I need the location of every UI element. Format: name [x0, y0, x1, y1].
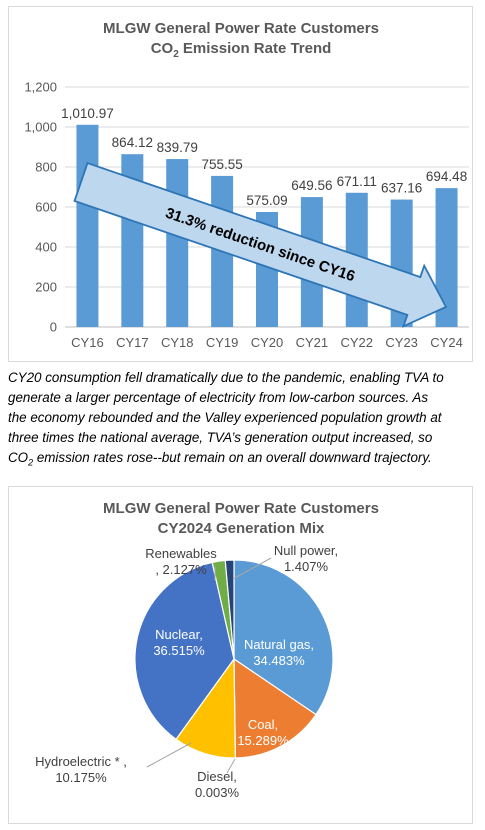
bar-cy24: [435, 188, 458, 327]
pie-slice-natural-gas: [233, 559, 334, 716]
pie-chart-title-line1: MLGW General Power Rate Customers: [103, 500, 379, 517]
title-subscript-2: 2: [173, 49, 179, 60]
x-tick-label: CY18: [161, 335, 194, 350]
note-co: CO: [8, 450, 29, 465]
x-tick-label: CY22: [341, 335, 374, 350]
y-tick-label: 800: [35, 160, 57, 175]
chart-note: CY20 consumption fell dramatically due t…: [8, 368, 480, 473]
pie-label: Nuclear, 36.515%: [153, 627, 205, 658]
bar-chart-svg: MLGW General Power Rate Customers CO2 Em…: [24, 20, 469, 350]
pie-label: Hydroelectric * , 10.175%: [35, 754, 127, 785]
title-rest: Emission Rate Trend: [179, 40, 332, 57]
note-rest: emission rates rose--but remain on an ov…: [33, 450, 432, 465]
pie-slices: [134, 559, 334, 759]
x-tick-label: CY23: [385, 335, 418, 350]
bar-value-label: 649.56: [291, 178, 332, 193]
pie-label: Renewables, 2.127%: [145, 546, 217, 577]
note-line-5: CO2 emission rates rose--but remain on a…: [8, 448, 480, 473]
bar-value-label: 1,010.97: [61, 106, 114, 121]
generation-mix-pie-chart: MLGW General Power Rate Customers CY2024…: [8, 486, 473, 824]
x-tick-label: CY19: [206, 335, 239, 350]
y-tick-label: 0: [50, 320, 57, 335]
bar-value-label: 755.55: [201, 157, 242, 172]
pie-label: Natural gas, 34.483%: [244, 637, 314, 668]
pie-slice-nuclear: [134, 561, 235, 741]
bar-cy16: [76, 124, 99, 327]
pie-slice-coal: [233, 657, 317, 759]
bar-value-label: 839.79: [157, 140, 198, 155]
x-tick-label: CY20: [251, 335, 284, 350]
note-line-2: generate a larger percentage of electric…: [8, 390, 429, 405]
y-tick-label: 1,000: [24, 120, 57, 135]
arrow-shape: [73, 161, 448, 328]
leader-line: [146, 742, 192, 768]
y-tick-label: 400: [35, 240, 57, 255]
pie-chart-svg: MLGW General Power Rate Customers CY2024…: [35, 500, 379, 800]
pie-chart-title-line2: CY2024 Generation Mix: [158, 520, 325, 537]
pie-label: Null power, 1.407%: [274, 543, 338, 574]
y-tick-label: 600: [35, 200, 57, 215]
bar-value-label: 575.09: [246, 193, 287, 208]
x-tick-label: CY16: [71, 335, 104, 350]
bar-y-axis: 0 200 400 600 800 1,000 1,200: [24, 80, 57, 335]
x-tick-label: CY21: [296, 335, 329, 350]
leader-line: [232, 557, 272, 580]
title-co: CO: [151, 40, 174, 57]
note-subscript-2: 2: [28, 457, 34, 468]
note-line-3: the economy rebounded and the Valley exp…: [8, 410, 442, 425]
bar-value-label: 864.12: [112, 135, 153, 150]
pie-label: Coal, 15.289%: [237, 717, 289, 748]
x-tick-label: CY24: [430, 335, 463, 350]
bar-chart-title-line1: MLGW General Power Rate Customers: [103, 20, 379, 37]
pie-leader-lines: [146, 557, 272, 774]
bar-x-axis: CY16 CY17 CY18 CY19 CY20 CY21 CY22 CY23 CY24: [71, 335, 463, 350]
bar-cy18: [166, 159, 189, 327]
pie-label: Diesel, 0.003%: [195, 769, 240, 800]
leader-line: [226, 758, 236, 774]
pie-slice-null-power: [224, 559, 235, 660]
bar-value-label: 637.16: [381, 181, 422, 196]
note-line-4: three times the national average, TVA’s …: [8, 430, 433, 445]
bar-chart-title-line2: CO2 Emission Rate Trend: [151, 40, 332, 60]
bar-value-label: 671.11: [337, 174, 377, 189]
x-tick-label: CY17: [116, 335, 149, 350]
y-tick-label: 200: [35, 280, 57, 295]
pie-labels: Natural gas, 34.483% Coal, 15.289% Diesel, 0.…: [35, 543, 338, 800]
bar-value-label: 694.48: [426, 169, 467, 184]
y-tick-label: 1,200: [24, 80, 57, 95]
emission-rate-bar-chart: MLGW General Power Rate Customers CO2 Em…: [8, 6, 473, 362]
note-line-1: CY20 consumption fell dramatically due t…: [8, 370, 444, 385]
